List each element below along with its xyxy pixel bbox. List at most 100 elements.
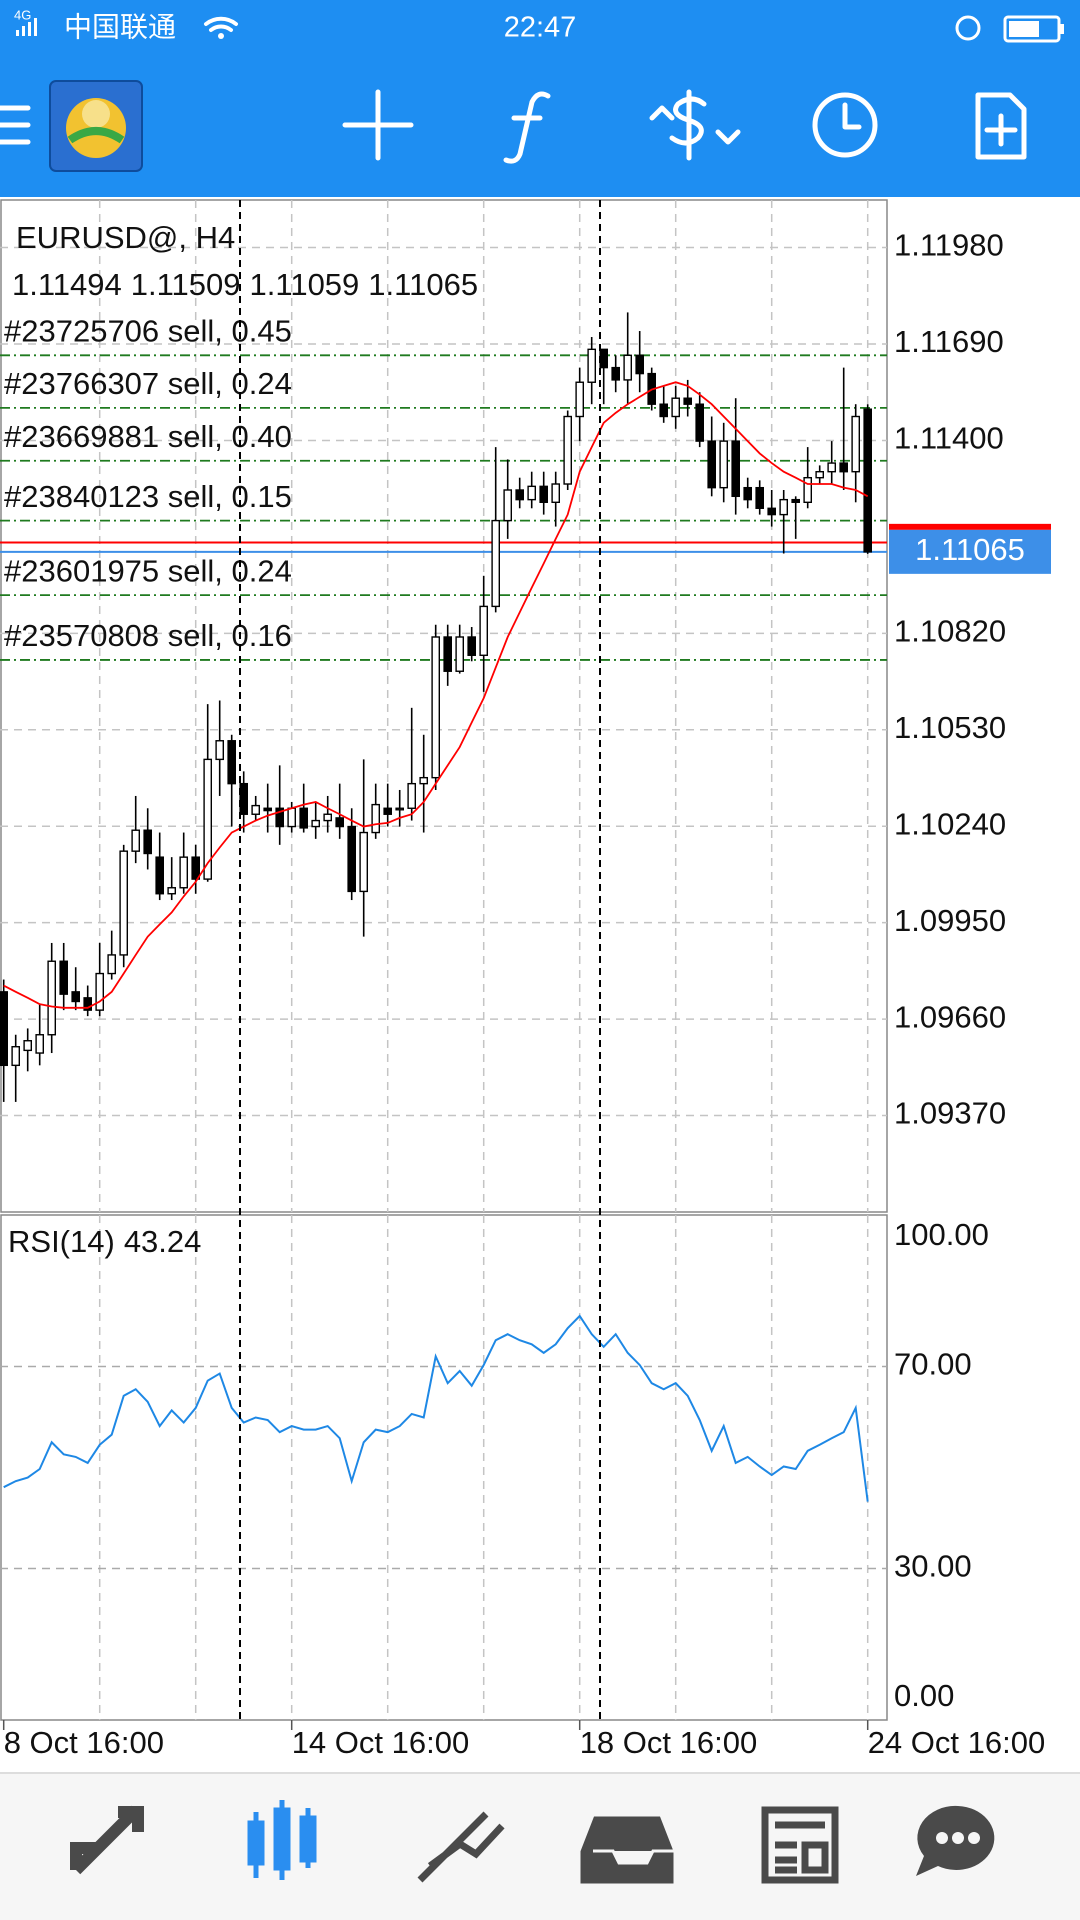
candle-body bbox=[227, 740, 237, 785]
order-label: #23725706 sell, 0.45 bbox=[4, 313, 292, 348]
close-value: 1.11065 bbox=[368, 267, 478, 302]
y-tick-label: 1.11980 bbox=[894, 228, 1004, 263]
battery-level bbox=[1009, 21, 1039, 37]
candle-body bbox=[371, 803, 381, 834]
candle-body bbox=[47, 960, 56, 1036]
overlay-layer: 1.11980 1.11690 1.11400 1.10820 1.10530 1.102… bbox=[4, 228, 1051, 1760]
history-tab[interactable] bbox=[577, 1813, 677, 1887]
candle-body bbox=[575, 381, 584, 418]
candle-body bbox=[719, 440, 728, 489]
candle-body bbox=[623, 354, 632, 381]
candle-body bbox=[755, 486, 764, 509]
indicator-button[interactable] bbox=[503, 91, 551, 164]
ask-marker bbox=[889, 523, 1051, 530]
trade-tab[interactable] bbox=[417, 1811, 505, 1883]
candle-body bbox=[251, 804, 261, 815]
y-tick-label: 1.09370 bbox=[894, 1096, 1006, 1131]
candle-body bbox=[527, 485, 536, 501]
logo-swoosh bbox=[67, 127, 125, 144]
battery-icon bbox=[1003, 15, 1061, 43]
high-value: 1.11509 bbox=[131, 267, 241, 302]
carrier: 中国联通 bbox=[64, 11, 176, 42]
candle-body bbox=[659, 403, 668, 418]
y-tick-label: 100.00 bbox=[894, 1217, 989, 1252]
candle-body bbox=[11, 1046, 21, 1067]
order-label: #23570808 sell, 0.16 bbox=[4, 618, 292, 653]
history-button[interactable] bbox=[812, 92, 878, 158]
candle-body bbox=[767, 507, 776, 516]
candle-body bbox=[167, 887, 177, 895]
candle-body bbox=[131, 829, 141, 852]
clock-hands bbox=[842, 102, 862, 130]
signal-icon bbox=[16, 18, 37, 36]
candle-body bbox=[287, 807, 297, 828]
candle-body bbox=[839, 462, 848, 473]
new-order-button[interactable] bbox=[975, 92, 1027, 160]
candle-body bbox=[71, 991, 80, 1003]
low-value: 1.11059 bbox=[250, 267, 360, 302]
candle-body bbox=[815, 471, 824, 479]
chart-layer: #23725706 sell, 0.45 #23766307 sell, 0.24… bbox=[0, 200, 887, 1730]
candle-body bbox=[551, 483, 560, 504]
wifi-dot bbox=[218, 33, 224, 39]
candle-body bbox=[191, 856, 201, 880]
candle-body bbox=[743, 486, 752, 501]
x-tick-label: 8 Oct 16:00 bbox=[4, 1725, 164, 1760]
wifi-icon bbox=[204, 16, 238, 32]
y-tick-label: 70.00 bbox=[894, 1347, 972, 1382]
symbol-title: EURUSD@, H4 bbox=[16, 220, 235, 255]
crosshair-button[interactable] bbox=[342, 89, 414, 161]
candle-body bbox=[239, 782, 249, 815]
open-value: 1.11494 bbox=[12, 267, 122, 302]
candle-body bbox=[359, 831, 369, 893]
rsi-title: RSI(14) 43.24 bbox=[8, 1224, 201, 1259]
rsi-value: 43.24 bbox=[124, 1224, 202, 1259]
candle-body bbox=[0, 991, 8, 1067]
candle-body bbox=[707, 440, 716, 489]
news-tab[interactable] bbox=[761, 1806, 839, 1884]
candle-body bbox=[335, 817, 345, 828]
candle-body bbox=[203, 758, 213, 880]
candle-body bbox=[107, 954, 116, 975]
trade-button[interactable] bbox=[649, 89, 741, 161]
y-tick-label: 1.10530 bbox=[894, 710, 1006, 745]
moving-average bbox=[3, 381, 869, 1009]
candle-body bbox=[395, 807, 405, 811]
chat-dot bbox=[968, 1832, 980, 1844]
candle-body bbox=[407, 782, 417, 809]
price-label-box bbox=[889, 529, 1051, 574]
candle-body bbox=[587, 348, 596, 383]
chat-dot bbox=[952, 1832, 964, 1844]
rsi-panel bbox=[0, 1214, 888, 1721]
candle-body bbox=[803, 476, 812, 504]
y-tick-label: 1.10240 bbox=[894, 806, 1006, 841]
chart-tab[interactable] bbox=[247, 1800, 317, 1880]
y-tick-label: 1.10820 bbox=[894, 614, 1006, 649]
quotes-tab[interactable] bbox=[70, 1805, 144, 1875]
candle-body bbox=[263, 807, 273, 812]
price-panel bbox=[0, 199, 888, 1213]
candle-body bbox=[35, 1034, 44, 1054]
candle-body bbox=[59, 960, 68, 995]
order-label: #23766307 sell, 0.24 bbox=[4, 366, 292, 401]
rsi-line bbox=[3, 1314, 869, 1502]
candle-body bbox=[731, 440, 740, 498]
ohlc-line: 1.11494 1.11509 1.11059 1.11065 bbox=[12, 267, 478, 302]
price-label: 1.11065 bbox=[915, 532, 1025, 567]
candle-body bbox=[515, 489, 524, 501]
order-label: #23601975 sell, 0.24 bbox=[4, 553, 292, 588]
order-label: #23669881 sell, 0.40 bbox=[4, 419, 292, 454]
candle-body bbox=[179, 856, 189, 889]
candle-body bbox=[779, 498, 788, 516]
candle-body bbox=[311, 819, 321, 828]
candle-body bbox=[119, 850, 128, 956]
candle-body bbox=[491, 519, 501, 608]
x-tick-label: 14 Oct 16:00 bbox=[292, 1725, 470, 1760]
candle-body bbox=[419, 776, 429, 785]
menu-button[interactable] bbox=[0, 105, 31, 145]
y-tick-label: 1.11400 bbox=[894, 421, 1004, 456]
candle-body bbox=[299, 807, 309, 829]
logo-mark bbox=[82, 100, 110, 128]
candle-body bbox=[443, 636, 453, 672]
